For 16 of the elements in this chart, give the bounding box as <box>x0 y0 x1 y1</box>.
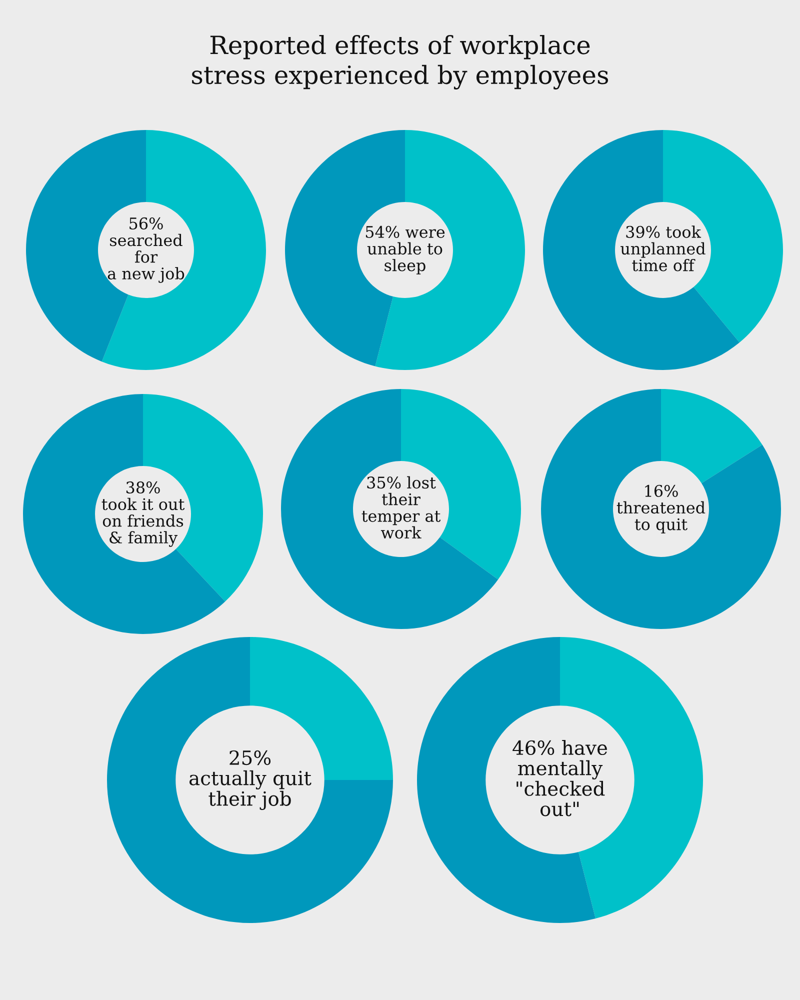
text: Reported effects of workplace stress experienced by employees <box>192 35 608 90</box>
donut-slice <box>661 389 762 484</box>
text: 54% were unable to sleep <box>366 226 445 274</box>
donut-slice <box>102 130 266 370</box>
text: 56% searched for a new job <box>108 217 184 283</box>
donut-slice <box>23 394 226 634</box>
text: 38% took it out on friends & family <box>102 481 185 547</box>
donut-slice <box>541 389 781 629</box>
text: 46% have mentally "checked out" <box>512 740 608 816</box>
text: 39% took unplanned time off <box>620 226 706 272</box>
donut-slice <box>543 130 740 370</box>
donut-slice <box>281 389 498 629</box>
text: 35% lost their temper at work <box>362 476 441 539</box>
donut-slice <box>107 637 393 923</box>
text: 25% actually quit their job <box>189 750 312 810</box>
text: 16% threatened to quit <box>616 484 706 534</box>
